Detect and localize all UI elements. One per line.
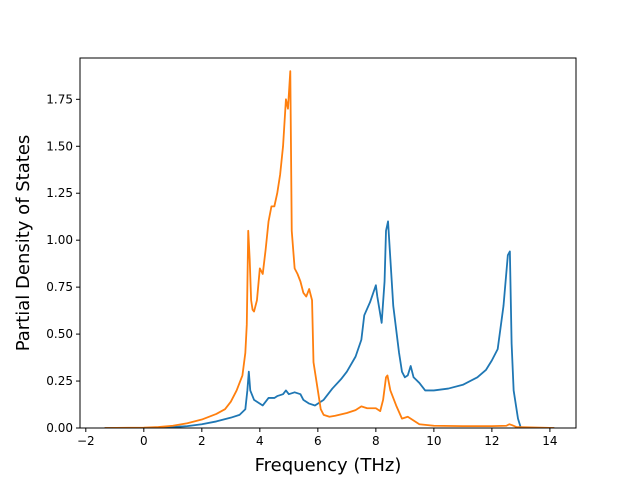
y-tick-label: 0.25 [46, 374, 73, 388]
y-tick-label: 0.75 [46, 280, 73, 294]
x-tick-label: 2 [198, 434, 206, 448]
x-tick-label: 14 [542, 434, 557, 448]
x-tick-label: 12 [484, 434, 499, 448]
x-tick-label: 4 [256, 434, 264, 448]
x-tick-label: −2 [77, 434, 95, 448]
series-layer [104, 70, 555, 428]
x-tick-label: 6 [314, 434, 322, 448]
y-axis-label: Partial Density of States [13, 135, 34, 352]
series-line-1 [104, 220, 555, 428]
series-line-2 [104, 70, 555, 428]
plot-frame [79, 57, 577, 429]
x-tick-label: 0 [140, 434, 148, 448]
y-tick-label: 1.00 [46, 233, 73, 247]
x-axis-ticks: −2 0 2 4 6 8 10 12 14 [77, 428, 558, 448]
x-tick-label: 10 [426, 434, 441, 448]
x-axis-label: Frequency (THz) [255, 455, 402, 476]
y-axis-ticks: 0.00 0.25 0.50 0.75 1.00 1.25 1.50 1.75 [46, 92, 80, 435]
x-tick-label: 8 [372, 434, 380, 448]
y-tick-label: 0.50 [46, 327, 73, 341]
y-tick-label: 1.25 [46, 186, 73, 200]
y-tick-label: 1.75 [46, 92, 73, 106]
y-tick-label: 1.50 [46, 139, 73, 153]
y-tick-label: 0.00 [46, 421, 73, 435]
